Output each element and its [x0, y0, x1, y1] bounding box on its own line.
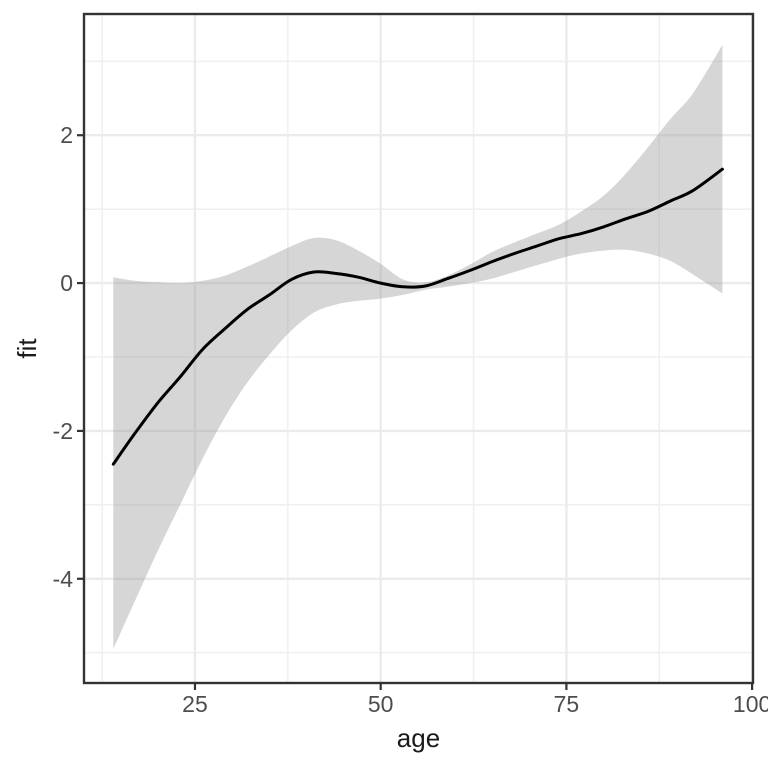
y-axis-tick-marks [77, 134, 84, 580]
panel-border [82, 12, 755, 685]
x-tick-label-25: 25 [182, 691, 208, 717]
x-tick-label-50: 50 [368, 691, 394, 717]
x-tick-label-75: 75 [554, 691, 580, 717]
x-axis-tick-labels: 25 50 75 100 [182, 691, 768, 717]
smooth-fit-line [111, 167, 724, 466]
y-tick-label--2: -2 [53, 418, 73, 444]
y-tick-label-2: 2 [60, 122, 73, 148]
y-tick-label--4: -4 [53, 566, 74, 592]
x-tick-label-100: 100 [733, 691, 768, 717]
y-axis-title: fit [12, 338, 42, 359]
y-tick-label-0: 0 [60, 270, 73, 296]
grid-major-lines [84, 14, 754, 683]
x-axis-tick-marks [193, 683, 754, 690]
x-axis-title: age [397, 723, 440, 753]
y-axis-tick-labels: 2 0 -2 -4 [53, 122, 74, 592]
confidence-band [113, 45, 723, 649]
